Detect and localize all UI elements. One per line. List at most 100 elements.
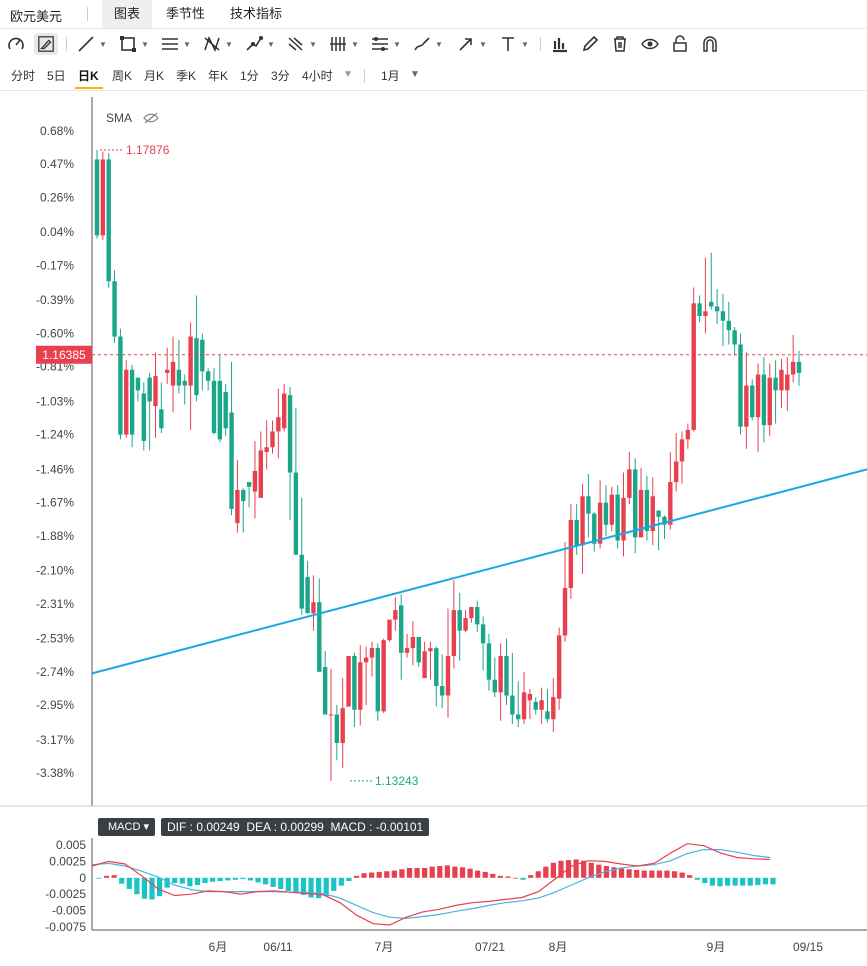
channel-icon[interactable]: ▼ bbox=[160, 33, 191, 55]
candle bbox=[276, 388, 281, 459]
candle bbox=[170, 336, 176, 413]
fib-icon[interactable]: ▼ bbox=[286, 33, 317, 55]
candle bbox=[363, 646, 369, 706]
pattern-icon[interactable]: ▼ bbox=[202, 33, 233, 55]
macd-bar bbox=[475, 870, 481, 878]
candle bbox=[714, 289, 720, 324]
macd-bar bbox=[550, 862, 556, 878]
pen-edit-icon[interactable] bbox=[34, 33, 58, 55]
y-tick-label: -1.46% bbox=[36, 462, 74, 476]
tab-chart[interactable]: 图表 bbox=[102, 0, 153, 28]
candle bbox=[463, 610, 468, 633]
brush-icon[interactable]: ▼ bbox=[412, 33, 443, 55]
period-weekly[interactable]: 周K bbox=[112, 69, 133, 83]
macd-bar bbox=[687, 875, 693, 878]
macd-bar bbox=[694, 877, 700, 880]
candle bbox=[679, 431, 685, 484]
tab-indicators[interactable]: 技术指标 bbox=[230, 6, 283, 21]
gauge-icon[interactable] bbox=[6, 33, 26, 55]
candle bbox=[293, 407, 299, 555]
macd-bar bbox=[543, 866, 549, 878]
candle bbox=[755, 363, 761, 452]
macd-select[interactable]: MACD ▾ bbox=[98, 818, 155, 836]
candle bbox=[703, 257, 708, 334]
period-3min[interactable]: 3分 bbox=[271, 69, 290, 83]
line-icon[interactable]: ▼ bbox=[76, 33, 107, 55]
range-chevron-icon[interactable]: ▼ bbox=[410, 69, 420, 80]
macd-bar bbox=[664, 870, 670, 878]
period-yearly[interactable]: 年K bbox=[208, 69, 229, 83]
macd-bar bbox=[634, 869, 640, 878]
candle bbox=[153, 352, 158, 438]
y-tick-label: -2.10% bbox=[36, 564, 74, 578]
candle bbox=[270, 420, 275, 454]
pencil-icon[interactable] bbox=[580, 33, 600, 55]
candle bbox=[556, 627, 562, 710]
candle bbox=[439, 654, 445, 709]
y-tick-label: -2.95% bbox=[36, 698, 74, 712]
macd-bar bbox=[724, 877, 731, 886]
candle bbox=[469, 606, 474, 623]
candle bbox=[399, 594, 404, 680]
period-intraday[interactable]: 分时 bbox=[11, 69, 36, 83]
period-more-chevron-icon[interactable]: ▼ bbox=[343, 69, 353, 80]
bar-chart-icon[interactable] bbox=[550, 33, 570, 55]
macd-bar bbox=[164, 877, 170, 888]
drawing-toolbar: ▼ ▼ ▼ ▼ ▼ ▼ ▼ ▼ ▼ ▼ ▼ bbox=[0, 29, 867, 59]
eye-icon[interactable] bbox=[640, 33, 660, 55]
candle bbox=[615, 485, 620, 549]
y-tick-label: -0.60% bbox=[36, 326, 74, 340]
candle bbox=[182, 374, 187, 405]
y-tick-label: -2.53% bbox=[36, 632, 74, 646]
candle bbox=[779, 358, 784, 408]
current-price-label: 1.16385 bbox=[42, 348, 86, 362]
candle bbox=[246, 482, 252, 508]
candle bbox=[176, 339, 182, 394]
x-tick-label: 07/21 bbox=[475, 940, 505, 954]
period-monthly[interactable]: 月K bbox=[144, 69, 165, 83]
x-tick-label: 8月 bbox=[549, 940, 568, 954]
candle bbox=[638, 467, 644, 538]
text-icon[interactable]: ▼ bbox=[498, 33, 529, 55]
range-select[interactable]: 1月 bbox=[381, 69, 400, 83]
macd-y-tick-label: 0.0025 bbox=[49, 854, 86, 868]
magnet-icon[interactable] bbox=[700, 33, 720, 55]
macd-bar bbox=[316, 877, 322, 899]
measure-icon[interactable]: ▼ bbox=[370, 33, 401, 55]
macd-bar bbox=[156, 877, 163, 897]
macd-bar bbox=[588, 862, 594, 878]
candle bbox=[387, 619, 392, 642]
candle bbox=[720, 293, 726, 347]
low-label: 1.13243 bbox=[375, 774, 419, 788]
candle bbox=[252, 440, 258, 519]
rectangle-icon[interactable]: ▼ bbox=[118, 33, 149, 55]
macd-bar bbox=[528, 875, 534, 878]
candle bbox=[434, 646, 439, 707]
macd-bar bbox=[187, 877, 193, 887]
macd-bar bbox=[240, 877, 246, 880]
candle bbox=[381, 638, 386, 713]
macd-bar bbox=[611, 867, 617, 878]
period-quarterly[interactable]: 季K bbox=[176, 69, 197, 83]
tab-seasonality[interactable]: 季节性 bbox=[166, 6, 206, 21]
candle bbox=[317, 578, 322, 672]
gann-icon[interactable]: ▼ bbox=[328, 33, 359, 55]
arrow-icon[interactable]: ▼ bbox=[456, 33, 487, 55]
macd-bar bbox=[732, 877, 738, 886]
period-daily[interactable]: 日K bbox=[78, 69, 99, 83]
macd-bar bbox=[649, 870, 655, 878]
lock-icon[interactable] bbox=[670, 33, 690, 55]
macd-y-tick-label: -0.005 bbox=[52, 904, 86, 918]
path-icon[interactable]: ▼ bbox=[244, 33, 275, 55]
candle bbox=[322, 651, 328, 715]
y-tick-label: 0.04% bbox=[40, 225, 74, 239]
period-4h[interactable]: 4小时 bbox=[302, 69, 333, 83]
trash-icon[interactable] bbox=[610, 33, 630, 55]
period-5d[interactable]: 5日 bbox=[47, 69, 66, 83]
macd-bar bbox=[149, 877, 155, 900]
period-1min[interactable]: 1分 bbox=[240, 69, 259, 83]
candle bbox=[369, 641, 375, 677]
candle bbox=[732, 327, 737, 356]
candle bbox=[790, 334, 796, 383]
